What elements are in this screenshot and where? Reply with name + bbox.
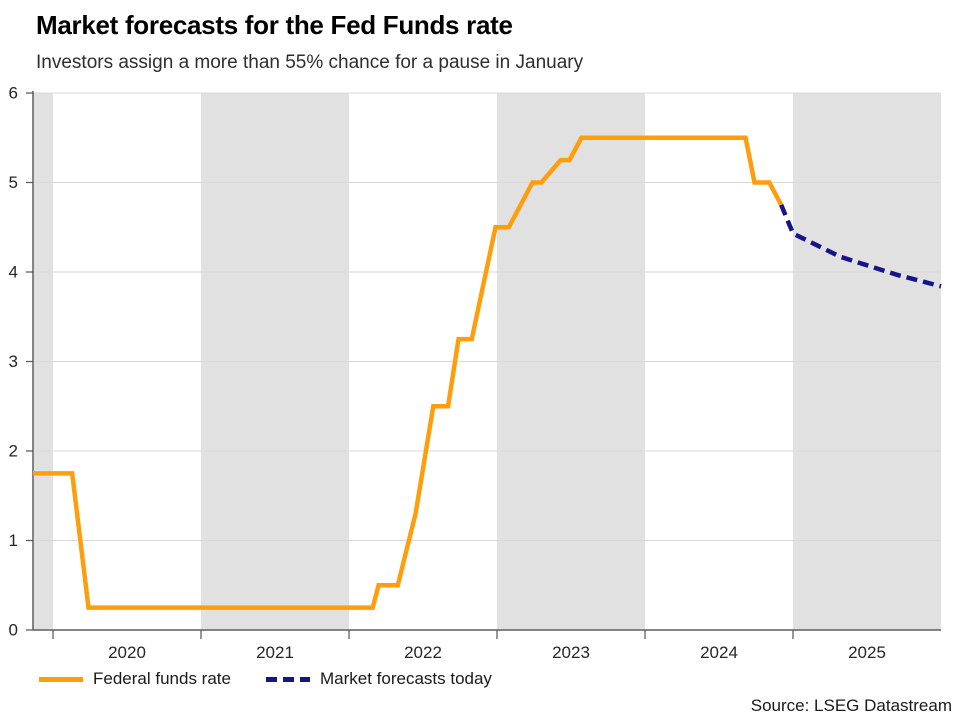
market-forecast-line xyxy=(779,204,942,289)
x-tick-label: 2024 xyxy=(700,643,738,662)
x-tick-label: 2020 xyxy=(108,643,146,662)
x-tick-label: 2023 xyxy=(552,643,590,662)
y-tick-label: 1 xyxy=(9,531,18,550)
legend-label-fed-funds: Federal funds rate xyxy=(93,669,231,688)
page-title: Market forecasts for the Fed Funds rate xyxy=(36,10,513,40)
page-subtitle: Investors assign a more than 55% chance … xyxy=(36,52,584,73)
y-tick-label: 2 xyxy=(9,442,18,461)
y-tick-label: 4 xyxy=(9,263,18,282)
source-credit: Source: LSEG Datastream xyxy=(750,696,952,715)
legend-item-fed-funds: Federal funds rate xyxy=(38,669,231,689)
x-tick-label: 2022 xyxy=(404,643,442,662)
fed-funds-line-swatch-icon xyxy=(39,676,83,682)
y-tick-label: 5 xyxy=(9,173,18,192)
legend-label-forecast: Market forecasts today xyxy=(319,669,492,688)
x-tick-label: 2025 xyxy=(848,643,886,662)
forecast-line-swatch-icon xyxy=(265,676,310,682)
x-tick-label: 2021 xyxy=(256,643,294,662)
legend: Federal funds rate Market forecasts toda… xyxy=(38,669,492,689)
legend-item-forecast: Market forecasts today xyxy=(265,669,492,689)
y-tick-label: 3 xyxy=(9,352,18,371)
y-tick-label: 6 xyxy=(9,84,18,103)
y-tick-label: 0 xyxy=(9,621,18,640)
fed-funds-rate-line xyxy=(33,135,784,610)
